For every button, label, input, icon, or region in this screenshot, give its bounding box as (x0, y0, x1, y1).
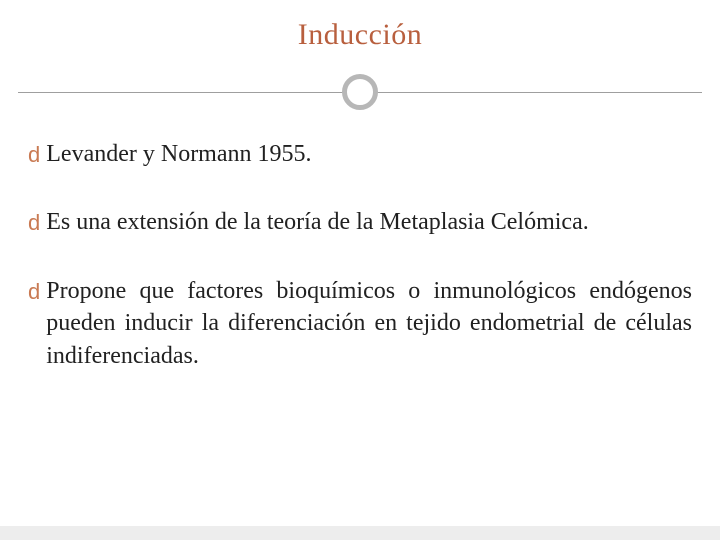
title-divider (0, 74, 720, 114)
content-area: d Levander y Normann 1955. d Es una exte… (28, 138, 692, 408)
list-item: d Propone que factores bioquímicos o inm… (28, 275, 692, 372)
bullet-swirl-icon: d (28, 208, 40, 238)
slide: Inducción d Levander y Normann 1955. d E… (0, 0, 720, 540)
bullet-swirl-icon: d (28, 140, 40, 170)
footer-bar (0, 526, 720, 540)
divider-circle-icon (342, 74, 378, 110)
title-region: Inducción (0, 0, 720, 52)
slide-title: Inducción (0, 18, 720, 52)
bullet-text: Levander y Normann 1955. (46, 138, 692, 170)
bullet-text: Propone que factores bioquímicos o inmun… (46, 275, 692, 372)
list-item: d Levander y Normann 1955. (28, 138, 692, 170)
bullet-text: Es una extensión de la teoría de la Meta… (46, 206, 692, 238)
bullet-swirl-icon: d (28, 277, 40, 307)
list-item: d Es una extensión de la teoría de la Me… (28, 206, 692, 238)
